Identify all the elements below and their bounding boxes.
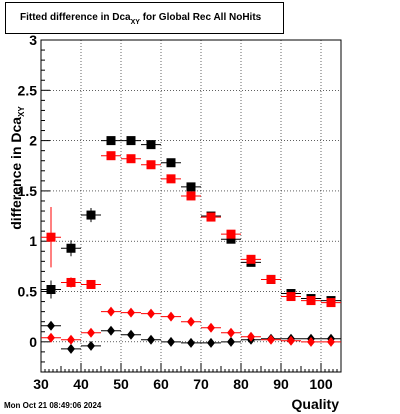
data-point-square bbox=[166, 158, 176, 168]
data-point-diamond bbox=[87, 327, 95, 338]
data-point-square bbox=[306, 296, 316, 306]
data-point-square bbox=[286, 292, 296, 302]
data-point-diamond bbox=[67, 343, 75, 354]
data-point-square bbox=[266, 274, 276, 284]
data-point-diamond bbox=[67, 334, 75, 345]
plot-frame bbox=[40, 39, 342, 373]
data-point-square bbox=[186, 191, 196, 201]
data-point-diamond bbox=[147, 308, 155, 319]
data-point-diamond bbox=[247, 331, 255, 342]
data-point-square bbox=[46, 232, 56, 242]
data-point-diamond bbox=[227, 327, 235, 338]
x-tick-label: 50 bbox=[113, 376, 129, 392]
data-point-square bbox=[186, 182, 196, 192]
x-tick-label: 100 bbox=[309, 376, 333, 392]
data-point-diamond bbox=[327, 336, 335, 347]
chart-title-sub: XY bbox=[130, 19, 140, 26]
chart-title-main: Fitted difference in Dca bbox=[20, 12, 131, 23]
timestamp: Mon Oct 21 08:49:06 2024 bbox=[4, 401, 102, 410]
data-point-square bbox=[66, 243, 76, 253]
data-point-square bbox=[146, 160, 156, 170]
data-point-diamond bbox=[127, 307, 135, 318]
data-point-square bbox=[106, 151, 116, 161]
x-tick-label: 40 bbox=[73, 376, 89, 392]
data-point-diamond bbox=[187, 316, 195, 327]
y-tick-label: 2.5 bbox=[18, 82, 38, 98]
data-point-diamond bbox=[87, 340, 95, 351]
y-tick-label: 2 bbox=[29, 133, 37, 149]
data-point-square bbox=[126, 136, 136, 146]
y-axis-label-main: difference in Dca bbox=[8, 116, 24, 230]
data-point-square bbox=[226, 234, 236, 244]
x-tick-label: 60 bbox=[153, 376, 169, 392]
data-point-diamond bbox=[47, 320, 55, 331]
data-point-diamond bbox=[127, 329, 135, 340]
data-point-diamond bbox=[207, 337, 215, 348]
data-point-square bbox=[106, 136, 116, 146]
y-tick-label: 1 bbox=[29, 233, 37, 249]
data-point-square bbox=[326, 298, 336, 308]
data-point-diamond bbox=[167, 311, 175, 322]
x-tick-label: 70 bbox=[193, 376, 209, 392]
data-point-square bbox=[66, 277, 76, 287]
data-point-square bbox=[146, 140, 156, 150]
data-point-square bbox=[166, 174, 176, 184]
x-axis-label: Quality bbox=[291, 396, 339, 412]
data-point-diamond bbox=[147, 334, 155, 345]
data-point-diamond bbox=[107, 325, 115, 336]
data-point-diamond bbox=[47, 332, 55, 343]
data-point-diamond bbox=[267, 334, 275, 345]
data-point-diamond bbox=[287, 335, 295, 346]
x-tick-label: 90 bbox=[273, 376, 289, 392]
data-point-diamond bbox=[307, 336, 315, 347]
data-point-diamond bbox=[207, 322, 215, 333]
data-point-diamond bbox=[187, 337, 195, 348]
x-tick-label: 80 bbox=[233, 376, 249, 392]
data-point-square bbox=[46, 285, 56, 295]
data-point-square bbox=[86, 279, 96, 289]
y-tick-label: 3 bbox=[29, 32, 37, 48]
chart-title-rest: for Global Rec All NoHits bbox=[139, 12, 262, 23]
data-point-diamond bbox=[107, 306, 115, 317]
y-tick-label: 1.5 bbox=[18, 183, 38, 199]
data-point-diamond bbox=[167, 336, 175, 347]
y-axis-label-sub: XY bbox=[17, 106, 26, 117]
data-point-square bbox=[246, 254, 256, 264]
data-point-square bbox=[126, 154, 136, 164]
x-tick-label: 30 bbox=[33, 376, 49, 392]
data-point-square bbox=[206, 212, 216, 222]
data-point-diamond bbox=[227, 336, 235, 347]
data-point-square bbox=[226, 229, 236, 239]
chart-title: Fitted difference in DcaXY for Global Re… bbox=[5, 2, 284, 34]
data-point-square bbox=[86, 210, 96, 220]
y-tick-label: 0 bbox=[29, 334, 37, 350]
y-axis-label: difference in DcaXY bbox=[8, 106, 26, 230]
y-tick-label: 0.5 bbox=[18, 284, 38, 300]
